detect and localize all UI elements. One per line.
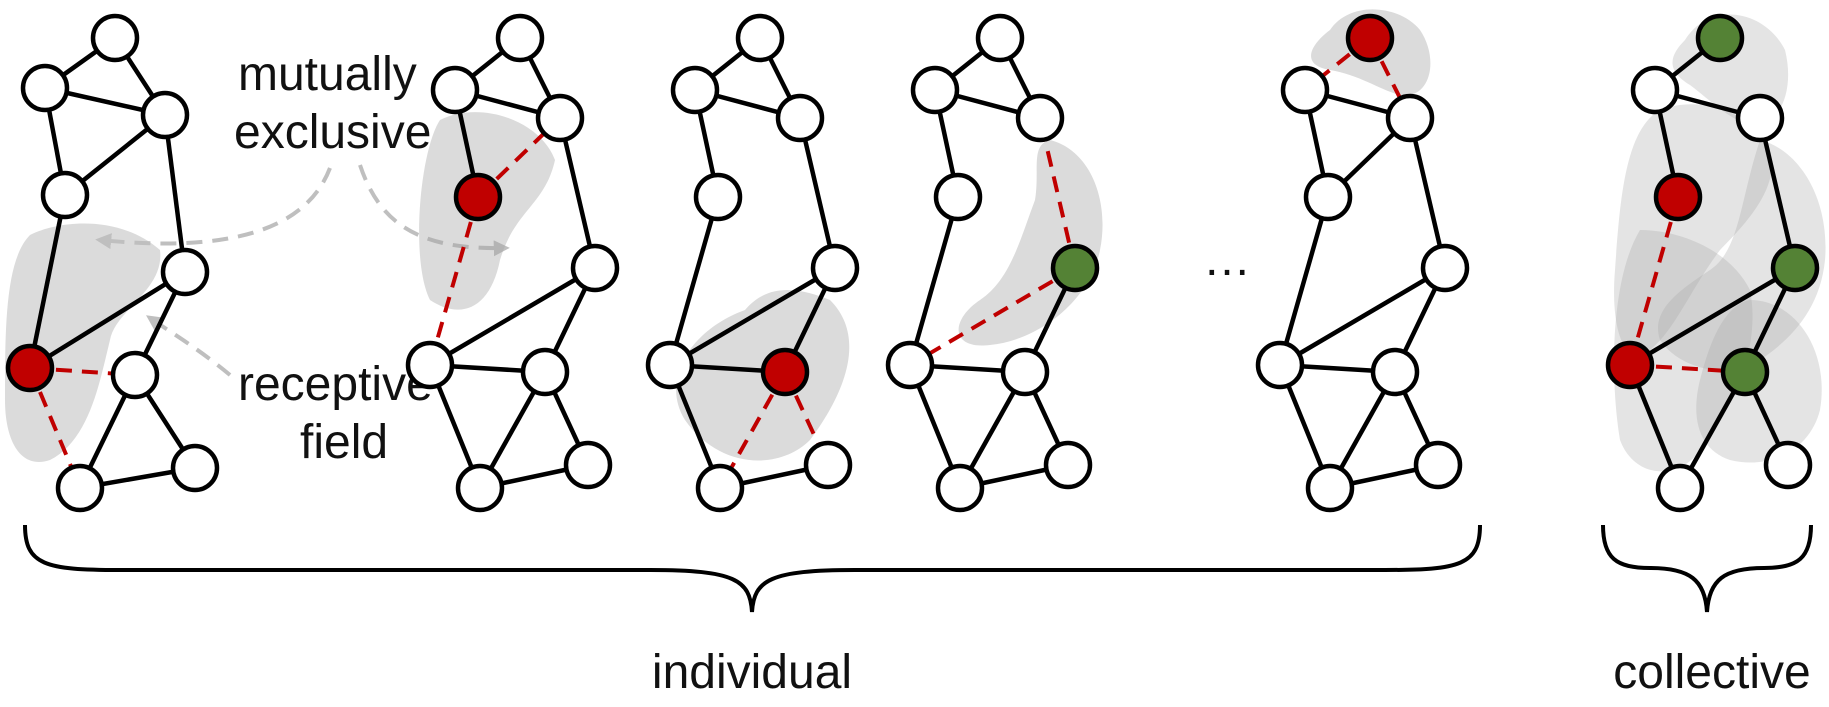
node bbox=[563, 440, 613, 490]
node bbox=[695, 463, 745, 513]
node bbox=[1255, 340, 1305, 390]
receptive-field-region bbox=[1614, 104, 1772, 356]
node bbox=[935, 463, 985, 513]
node-selected bbox=[1050, 243, 1100, 293]
node-selected bbox=[1653, 172, 1703, 222]
node-selected bbox=[453, 172, 503, 222]
node bbox=[1000, 347, 1050, 397]
mutually-exclusive-arrow-right bbox=[358, 164, 510, 257]
node-selected bbox=[760, 347, 810, 397]
node bbox=[910, 65, 960, 115]
node bbox=[1735, 93, 1785, 143]
node bbox=[430, 65, 480, 115]
node bbox=[455, 463, 505, 513]
node bbox=[110, 350, 160, 400]
node bbox=[495, 13, 545, 63]
node bbox=[735, 13, 785, 63]
node bbox=[1043, 440, 1093, 490]
receptive-field-arrow bbox=[146, 315, 232, 377]
node bbox=[160, 247, 210, 297]
node-selected bbox=[1695, 13, 1745, 63]
label-collective: collective bbox=[1613, 646, 1810, 699]
node bbox=[1280, 65, 1330, 115]
node bbox=[1015, 93, 1065, 143]
ellipsis: … bbox=[1203, 233, 1251, 286]
node bbox=[1303, 172, 1353, 222]
node bbox=[775, 93, 825, 143]
node bbox=[170, 443, 220, 493]
node bbox=[405, 340, 455, 390]
graph-nodes bbox=[645, 13, 860, 513]
receptive-field-region bbox=[5, 223, 161, 462]
label-mutually: mutually bbox=[238, 48, 417, 101]
node bbox=[803, 440, 853, 490]
node bbox=[1305, 463, 1355, 513]
receptive-edges bbox=[908, 117, 1077, 367]
label-field: field bbox=[300, 416, 388, 469]
node-selected bbox=[1720, 347, 1770, 397]
node bbox=[1763, 440, 1813, 490]
graph-edges bbox=[1277, 87, 1448, 491]
graph-panel-4 bbox=[1255, 9, 1470, 513]
receptive-edges bbox=[1628, 196, 1746, 374]
label-receptive: receptive bbox=[238, 358, 433, 411]
label-exclusive: exclusive bbox=[234, 106, 431, 159]
graph-nodes bbox=[5, 13, 220, 513]
node bbox=[933, 172, 983, 222]
node bbox=[90, 13, 140, 63]
node-selected bbox=[1605, 340, 1655, 390]
node bbox=[1655, 463, 1705, 513]
label-individual: individual bbox=[652, 646, 852, 699]
graph-nodes bbox=[405, 13, 620, 513]
graph-collective bbox=[1605, 13, 1826, 513]
receptive-edges bbox=[428, 116, 562, 366]
node-selected bbox=[1770, 243, 1820, 293]
graph-panel-2 bbox=[645, 13, 860, 513]
node bbox=[55, 463, 105, 513]
node bbox=[810, 243, 860, 293]
node bbox=[570, 243, 620, 293]
node bbox=[885, 340, 935, 390]
receptive-field-region bbox=[1658, 140, 1826, 371]
node bbox=[535, 93, 585, 143]
node-selected bbox=[5, 343, 55, 393]
graph-nodes bbox=[1255, 13, 1470, 513]
node bbox=[1420, 243, 1470, 293]
graph-panel-1 bbox=[405, 13, 620, 513]
graph-nodes bbox=[885, 13, 1100, 513]
node bbox=[1385, 93, 1435, 143]
node bbox=[645, 340, 695, 390]
node bbox=[1630, 65, 1680, 115]
node-selected bbox=[1345, 13, 1395, 63]
node bbox=[975, 13, 1025, 63]
mutually-exclusive-arrow-left bbox=[95, 167, 332, 250]
node bbox=[140, 90, 190, 140]
node bbox=[20, 63, 70, 113]
individual-brace bbox=[23, 524, 1482, 613]
receptive-field-region bbox=[958, 140, 1103, 346]
node bbox=[1370, 347, 1420, 397]
collective-brace bbox=[1601, 524, 1813, 613]
node bbox=[693, 172, 743, 222]
node bbox=[1413, 440, 1463, 490]
node bbox=[40, 170, 90, 220]
node bbox=[520, 347, 570, 397]
graph-left bbox=[5, 13, 332, 513]
graph-nodes bbox=[1605, 13, 1820, 513]
graph-panel-3 bbox=[885, 13, 1103, 513]
node bbox=[670, 65, 720, 115]
